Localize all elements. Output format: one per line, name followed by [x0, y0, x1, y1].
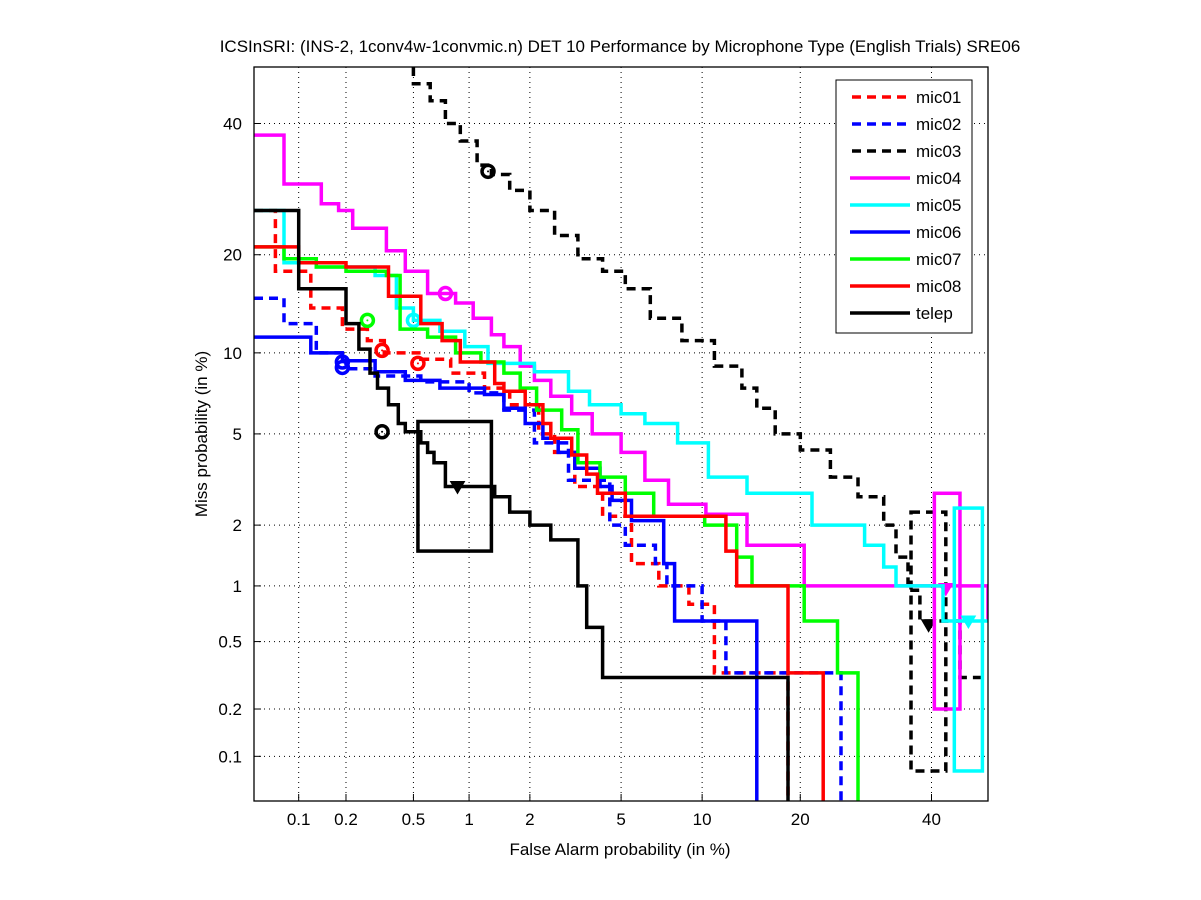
x-axis: 0.1 0.2 0.5 1 2 5 10 20 40	[287, 794, 941, 829]
y-tick-label: 0.1	[218, 747, 242, 766]
series-mic03	[411, 67, 988, 773]
actual-dcf-marker-mic03	[480, 163, 496, 180]
det-curve-telep	[254, 208, 790, 801]
x-axis-label: False Alarm probability (in %)	[509, 840, 730, 859]
series-mic08	[254, 245, 825, 801]
det-curve-mic05	[254, 208, 988, 623]
det-curve-mic03	[411, 67, 988, 680]
actual-dcf-marker-telep	[374, 424, 390, 440]
y-tick-label: 0.5	[218, 633, 242, 652]
confidence-box-mic03	[909, 510, 948, 773]
y-tick-label: 5	[233, 425, 242, 444]
y-axis: 0.1 0.2 0.5 1 2 5 10 20 40	[218, 115, 261, 766]
min-dcf-marker-mic05	[960, 615, 977, 630]
series-telep	[254, 208, 790, 801]
confidence-box-telep	[416, 419, 494, 553]
y-tick-label: 1	[233, 577, 242, 596]
actual-dcf-marker-center	[487, 170, 490, 173]
legend-label-mic04: mic04	[916, 169, 961, 188]
actual-dcf-marker-center	[412, 319, 415, 322]
actual-dcf-marker-mic04	[437, 285, 454, 302]
chart-title: ICSInSRI: (INS-2, 1conv4w-1convmic.n) DE…	[220, 37, 1021, 56]
y-tick-label: 0.2	[218, 700, 242, 719]
series-mic05	[254, 208, 988, 773]
y-tick-label: 10	[223, 344, 242, 363]
series-mic07	[254, 245, 860, 801]
x-tick-label: 0.2	[334, 810, 358, 829]
min-dcf-marker-mic03	[920, 619, 937, 633]
legend-label-telep: telep	[916, 304, 953, 323]
legend-label-mic05: mic05	[916, 196, 961, 215]
x-tick-label: 1	[464, 810, 473, 829]
legend: mic01 mic02 mic03 mic04 mic05 mic06 mic07 mic08…	[835, 79, 973, 334]
series-mic01	[254, 208, 790, 801]
legend-label-mic01: mic01	[916, 88, 961, 107]
legend-label-mic03: mic03	[916, 142, 961, 161]
actual-dcf-marker-mic08	[410, 355, 426, 372]
legend-label-mic08: mic08	[916, 277, 961, 296]
det-curve-mic08	[254, 245, 825, 801]
actual-dcf-marker-center	[444, 292, 447, 295]
x-tick-label: 10	[693, 810, 712, 829]
x-tick-label: 5	[616, 810, 625, 829]
x-tick-label: 40	[922, 810, 941, 829]
curves	[254, 67, 988, 801]
actual-dcf-marker-center	[381, 349, 384, 352]
y-axis-label: Miss probability (in %)	[192, 351, 211, 517]
actual-dcf-marker-center	[366, 319, 369, 322]
curve-group	[254, 67, 988, 801]
x-tick-label: 20	[791, 810, 810, 829]
det-curve-mic07	[254, 245, 860, 801]
legend-label-mic06: mic06	[916, 223, 961, 242]
x-tick-label: 0.1	[287, 810, 311, 829]
confidence-box-mic05	[952, 506, 985, 773]
det-curve-mic04	[254, 133, 988, 621]
x-tick-label: 0.5	[402, 810, 426, 829]
y-tick-label: 20	[223, 246, 242, 265]
actual-dcf-marker-center	[416, 362, 419, 365]
det-curve-mic01	[254, 208, 790, 801]
min-dcf-marker-telep	[449, 481, 466, 495]
actual-dcf-marker-mic01	[374, 342, 390, 359]
actual-dcf-marker-center	[381, 430, 384, 433]
actual-dcf-marker-mic07	[359, 312, 376, 329]
legend-label-mic02: mic02	[916, 115, 961, 134]
series-mic04	[254, 133, 988, 711]
legend-label-mic07: mic07	[916, 250, 961, 269]
confidence-box-mic04	[932, 491, 962, 711]
y-tick-label: 40	[223, 115, 242, 134]
x-tick-label: 2	[525, 810, 534, 829]
actual-dcf-marker-center	[341, 361, 344, 364]
y-tick-label: 2	[233, 516, 242, 535]
actual-dcf-marker-mic06	[334, 354, 351, 370]
